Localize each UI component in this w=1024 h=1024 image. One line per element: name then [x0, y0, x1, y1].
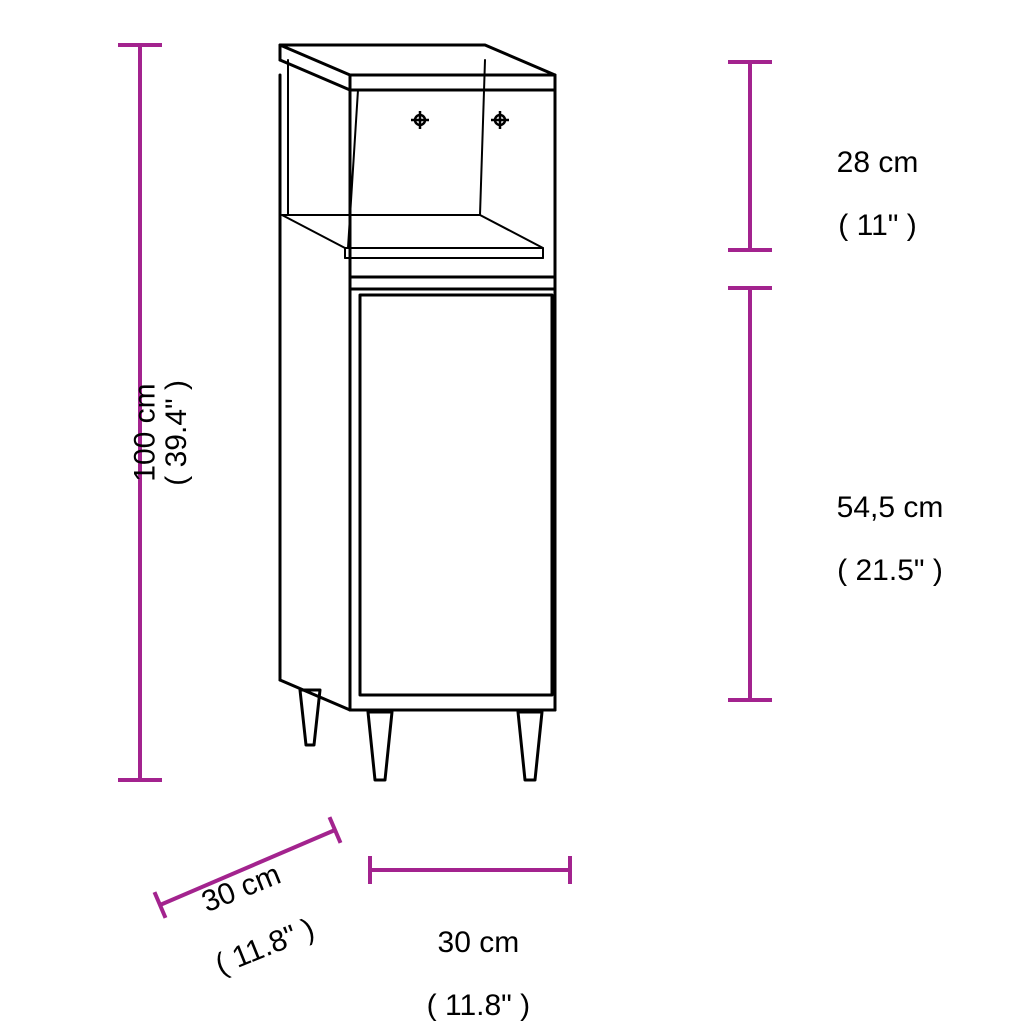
- dim-door-label: 54,5 cm ( 21.5" ): [820, 460, 943, 586]
- dim-shelf-label: 28 cm ( 11" ): [820, 115, 918, 241]
- dim-width-label: 30 cm ( 11.8" ): [410, 895, 530, 1021]
- dim-height-label: 100 cm ( 39.4" ): [98, 380, 193, 502]
